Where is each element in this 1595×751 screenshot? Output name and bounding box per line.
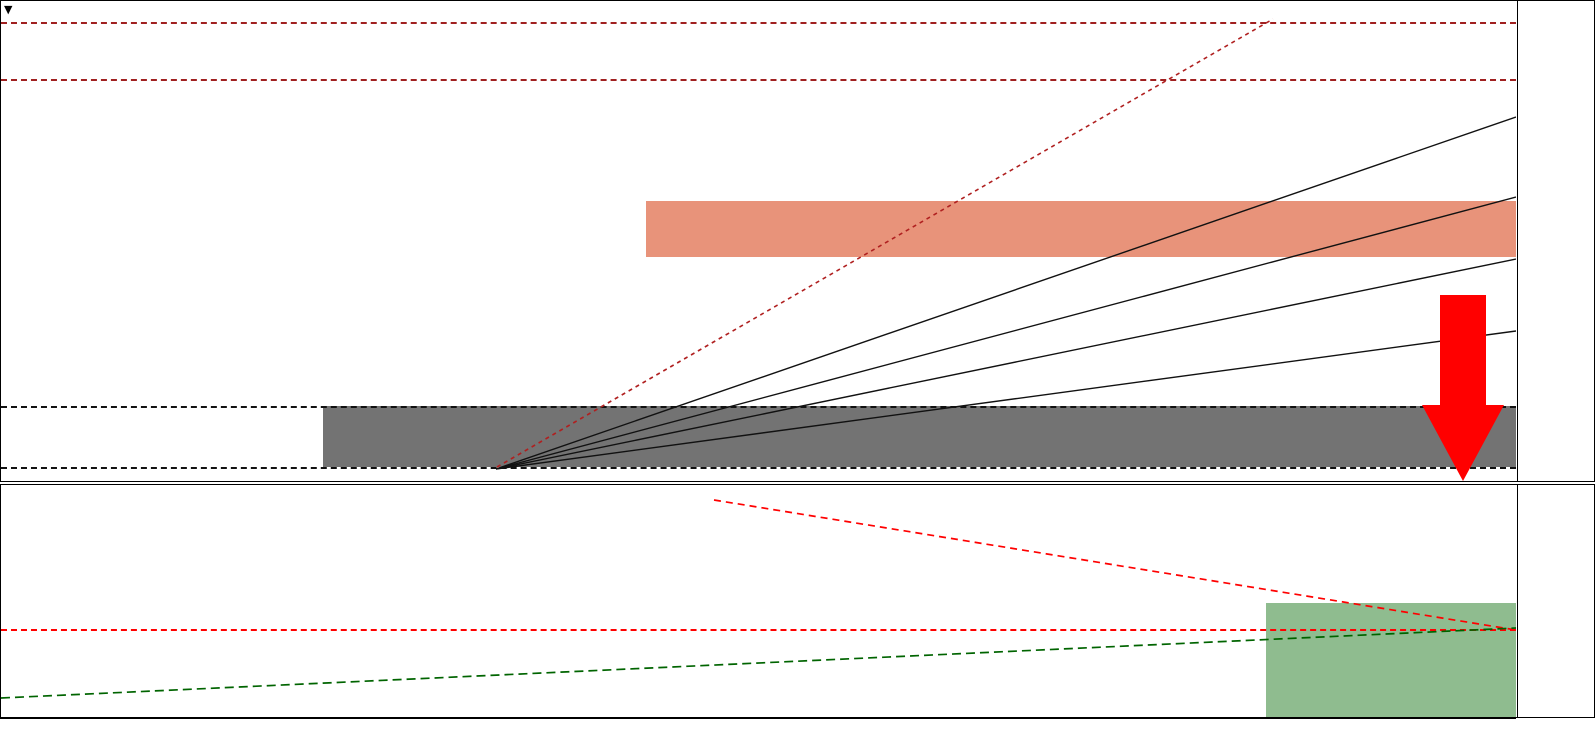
force-axis[interactable] <box>1517 485 1594 717</box>
ascending-trendline <box>496 18 1274 468</box>
force-zero-line <box>1 629 1516 631</box>
price-plot-area[interactable] <box>1 1 1516 481</box>
chart-header: ▼ <box>4 3 15 16</box>
supply-zone <box>646 201 1516 257</box>
demand-zone <box>323 406 1516 467</box>
resistance-line-upper <box>1 22 1516 24</box>
resistance-line-lower <box>1 79 1516 81</box>
time-axis-line <box>0 718 1516 719</box>
caret-down-icon[interactable]: ▼ <box>4 3 13 16</box>
force-consolidation-zone <box>1266 603 1516 717</box>
price-axis[interactable] <box>1517 1 1594 481</box>
force-plot-area[interactable] <box>1 485 1516 717</box>
force-trendlines <box>1 499 1516 699</box>
support-line-lower <box>1 467 1516 469</box>
bearish-alert-arrow <box>1406 295 1516 481</box>
force-line-series <box>1 485 1516 717</box>
force-indicator-panel[interactable] <box>0 484 1595 718</box>
price-chart-panel[interactable]: ▼ <box>0 0 1595 482</box>
fibonacci-fan-lines <box>495 116 1516 470</box>
support-line-upper <box>1 406 1516 408</box>
time-axis[interactable] <box>0 718 1595 751</box>
